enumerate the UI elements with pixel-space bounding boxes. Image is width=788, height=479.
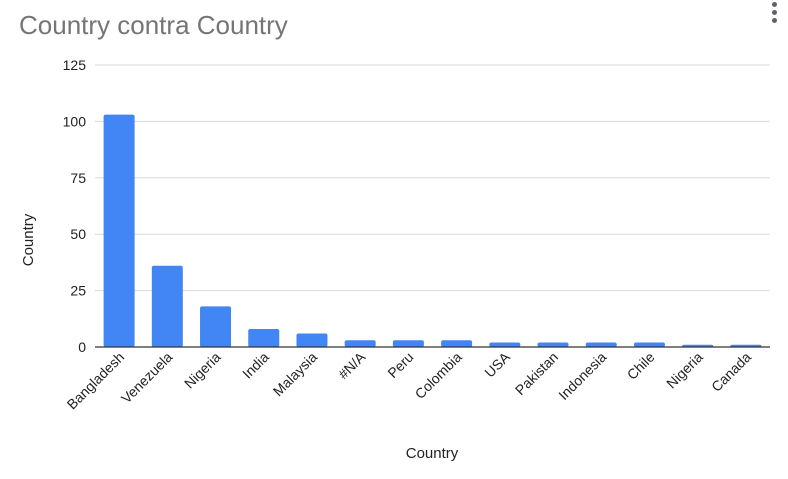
y-tick-label: 50 (70, 226, 86, 242)
bar[interactable] (537, 342, 569, 347)
x-tick-label: Peru (384, 349, 416, 381)
gridlines (95, 64, 770, 292)
y-tick-label: 25 (70, 283, 86, 299)
x-tick-label: Bangladesh (64, 349, 128, 413)
bar[interactable] (489, 342, 521, 347)
bar[interactable] (103, 114, 135, 347)
x-tick-label: Nigeria (663, 349, 706, 392)
y-axis-label: Country (20, 213, 37, 266)
x-tick-label: Canada (708, 349, 754, 395)
y-tick-label: 125 (63, 57, 87, 73)
bar[interactable] (633, 342, 665, 347)
bar[interactable] (392, 340, 424, 347)
y-tick-label: 100 (63, 113, 87, 129)
x-tick-label: Venezuela (118, 349, 176, 407)
bar[interactable] (200, 306, 232, 347)
x-tick-label: Chile (624, 349, 658, 383)
x-tick-label: #N/A (335, 348, 369, 382)
bars (103, 114, 762, 347)
y-tick-label: 0 (78, 339, 86, 355)
more-options-icon[interactable] (768, 0, 782, 26)
y-tick-labels: 0 25 50 75 100 125 (63, 57, 87, 355)
x-tick-label: Colombia (412, 349, 465, 402)
x-tick-label: USA (481, 348, 513, 380)
x-axis-label: Country (406, 445, 459, 462)
bar[interactable] (296, 333, 328, 347)
x-tick-label: Pakistan (512, 349, 561, 398)
x-tick-label: Nigeria (181, 349, 224, 392)
bar[interactable] (585, 342, 617, 347)
y-tick-label: 75 (70, 170, 86, 186)
chart-title: Country contra Country (19, 10, 288, 40)
x-tick-label: Indonesia (555, 349, 609, 403)
x-tick-label: India (239, 349, 272, 382)
bar[interactable] (344, 340, 376, 347)
x-tick-label: Malaysia (270, 349, 321, 400)
bar[interactable] (151, 265, 183, 347)
bar[interactable] (441, 340, 473, 347)
bar[interactable] (248, 328, 280, 347)
